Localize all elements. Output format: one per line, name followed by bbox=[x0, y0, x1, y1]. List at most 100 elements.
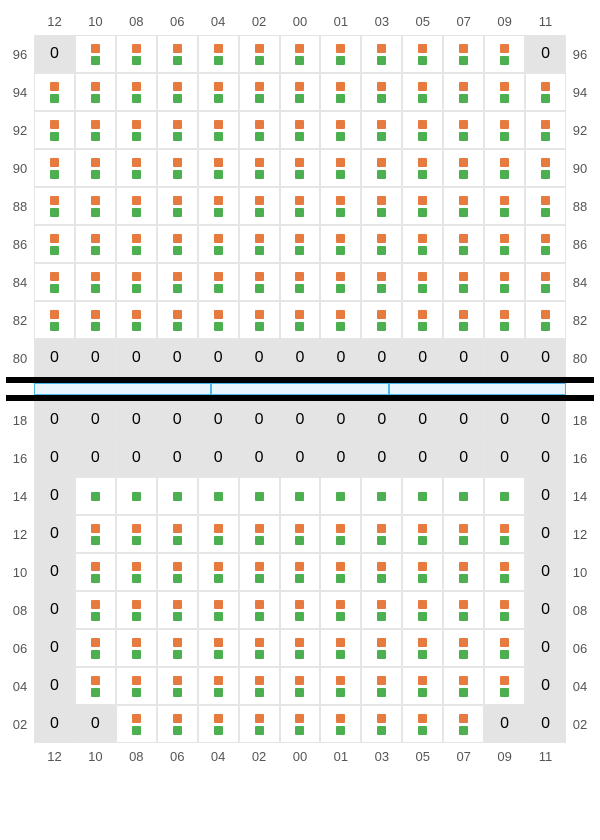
seat-cell[interactable] bbox=[402, 35, 443, 73]
seat-cell[interactable] bbox=[198, 553, 239, 591]
seat-cell[interactable] bbox=[157, 591, 198, 629]
seat-cell[interactable] bbox=[402, 187, 443, 225]
seat-cell[interactable] bbox=[484, 187, 525, 225]
seat-cell[interactable] bbox=[484, 225, 525, 263]
seat-cell[interactable] bbox=[443, 629, 484, 667]
seat-cell[interactable] bbox=[361, 35, 402, 73]
seat-cell[interactable] bbox=[402, 591, 443, 629]
seat-cell[interactable] bbox=[75, 149, 116, 187]
seat-cell[interactable] bbox=[157, 111, 198, 149]
seat-cell[interactable] bbox=[198, 629, 239, 667]
seat-cell[interactable] bbox=[157, 263, 198, 301]
seat-cell[interactable] bbox=[361, 477, 402, 515]
seat-cell[interactable] bbox=[402, 667, 443, 705]
seat-cell[interactable] bbox=[280, 705, 321, 743]
seat-cell[interactable] bbox=[198, 263, 239, 301]
seat-cell[interactable] bbox=[239, 477, 280, 515]
seat-cell[interactable] bbox=[116, 263, 157, 301]
seat-cell[interactable] bbox=[443, 187, 484, 225]
seat-cell[interactable] bbox=[525, 301, 566, 339]
seat-cell[interactable] bbox=[525, 149, 566, 187]
seat-cell[interactable] bbox=[320, 477, 361, 515]
seat-cell[interactable] bbox=[239, 705, 280, 743]
seat-cell[interactable] bbox=[34, 263, 75, 301]
seat-cell[interactable] bbox=[443, 225, 484, 263]
seat-cell[interactable] bbox=[320, 667, 361, 705]
seat-cell[interactable] bbox=[402, 629, 443, 667]
seat-cell[interactable] bbox=[402, 263, 443, 301]
seat-cell[interactable] bbox=[116, 35, 157, 73]
seat-cell[interactable] bbox=[239, 263, 280, 301]
seat-cell[interactable] bbox=[75, 477, 116, 515]
seat-cell[interactable] bbox=[75, 515, 116, 553]
seat-cell[interactable] bbox=[239, 301, 280, 339]
seat-cell[interactable] bbox=[320, 263, 361, 301]
seat-cell[interactable] bbox=[484, 591, 525, 629]
seat-cell[interactable] bbox=[280, 553, 321, 591]
seat-cell[interactable] bbox=[280, 591, 321, 629]
seat-cell[interactable] bbox=[443, 705, 484, 743]
seat-cell[interactable] bbox=[443, 477, 484, 515]
seat-cell[interactable] bbox=[280, 667, 321, 705]
seat-cell[interactable] bbox=[198, 225, 239, 263]
seat-cell[interactable] bbox=[239, 591, 280, 629]
seat-cell[interactable] bbox=[402, 515, 443, 553]
seat-cell[interactable] bbox=[198, 187, 239, 225]
seat-cell[interactable] bbox=[280, 301, 321, 339]
seat-cell[interactable] bbox=[157, 73, 198, 111]
seat-cell[interactable] bbox=[320, 301, 361, 339]
seat-cell[interactable] bbox=[239, 35, 280, 73]
seat-cell[interactable] bbox=[361, 301, 402, 339]
seat-cell[interactable] bbox=[443, 553, 484, 591]
seat-cell[interactable] bbox=[361, 149, 402, 187]
seat-cell[interactable] bbox=[361, 225, 402, 263]
seat-cell[interactable] bbox=[157, 515, 198, 553]
seat-cell[interactable] bbox=[484, 477, 525, 515]
seat-cell[interactable] bbox=[157, 35, 198, 73]
seat-cell[interactable] bbox=[320, 111, 361, 149]
seat-cell[interactable] bbox=[525, 73, 566, 111]
seat-cell[interactable] bbox=[484, 35, 525, 73]
seat-cell[interactable] bbox=[239, 667, 280, 705]
seat-cell[interactable] bbox=[116, 225, 157, 263]
seat-cell[interactable] bbox=[75, 591, 116, 629]
seat-cell[interactable] bbox=[484, 515, 525, 553]
seat-cell[interactable] bbox=[443, 263, 484, 301]
seat-cell[interactable] bbox=[116, 301, 157, 339]
seat-cell[interactable] bbox=[75, 553, 116, 591]
seat-cell[interactable] bbox=[320, 629, 361, 667]
seat-cell[interactable] bbox=[402, 553, 443, 591]
seat-cell[interactable] bbox=[443, 515, 484, 553]
seat-cell[interactable] bbox=[34, 149, 75, 187]
seat-cell[interactable] bbox=[75, 263, 116, 301]
seat-cell[interactable] bbox=[525, 111, 566, 149]
seat-cell[interactable] bbox=[361, 591, 402, 629]
seat-cell[interactable] bbox=[525, 263, 566, 301]
seat-cell[interactable] bbox=[484, 667, 525, 705]
seat-cell[interactable] bbox=[34, 187, 75, 225]
seat-cell[interactable] bbox=[34, 73, 75, 111]
seat-cell[interactable] bbox=[525, 225, 566, 263]
seat-cell[interactable] bbox=[116, 591, 157, 629]
seat-cell[interactable] bbox=[280, 225, 321, 263]
seat-cell[interactable] bbox=[280, 477, 321, 515]
seat-cell[interactable] bbox=[116, 73, 157, 111]
seat-cell[interactable] bbox=[198, 477, 239, 515]
seat-cell[interactable] bbox=[402, 149, 443, 187]
seat-cell[interactable] bbox=[34, 111, 75, 149]
seat-cell[interactable] bbox=[402, 111, 443, 149]
seat-cell[interactable] bbox=[443, 111, 484, 149]
seat-cell[interactable] bbox=[157, 553, 198, 591]
seat-cell[interactable] bbox=[320, 35, 361, 73]
seat-cell[interactable] bbox=[116, 705, 157, 743]
seat-cell[interactable] bbox=[157, 705, 198, 743]
seat-cell[interactable] bbox=[116, 629, 157, 667]
seat-cell[interactable] bbox=[198, 301, 239, 339]
seat-cell[interactable] bbox=[280, 629, 321, 667]
seat-cell[interactable] bbox=[361, 553, 402, 591]
seat-cell[interactable] bbox=[116, 477, 157, 515]
seat-cell[interactable] bbox=[484, 301, 525, 339]
seat-cell[interactable] bbox=[198, 111, 239, 149]
seat-cell[interactable] bbox=[361, 263, 402, 301]
seat-cell[interactable] bbox=[75, 35, 116, 73]
